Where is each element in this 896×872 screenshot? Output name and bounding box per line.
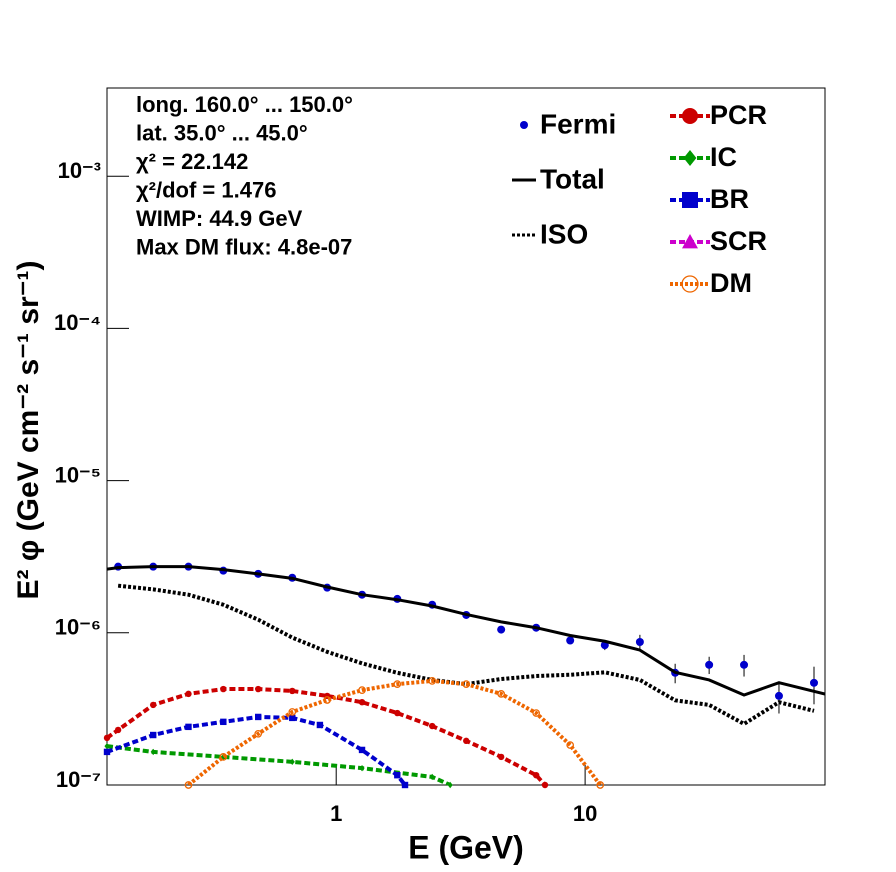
marker	[541, 781, 549, 789]
marker	[394, 771, 401, 779]
series-line	[107, 714, 407, 785]
marker	[150, 748, 156, 756]
marker	[428, 677, 437, 685]
marker	[740, 660, 749, 669]
marker	[289, 687, 296, 695]
marker	[185, 690, 192, 698]
marker	[185, 723, 192, 731]
marker	[520, 121, 528, 129]
annotation: WIMP: 44.9 GeV	[136, 206, 303, 231]
marker	[255, 713, 262, 721]
marker	[532, 709, 541, 717]
marker	[358, 698, 366, 706]
marker	[114, 726, 122, 734]
marker	[288, 708, 297, 716]
marker	[289, 758, 295, 766]
legend-label: PCR	[710, 100, 767, 130]
annotation: χ² = 22.142	[136, 149, 248, 174]
y-tick-label: 10⁻⁷	[56, 767, 101, 792]
marker	[497, 753, 505, 761]
marker	[220, 718, 227, 726]
x-tick-label: 1	[330, 801, 342, 826]
annotation: lat. 35.0° ... 45.0°	[136, 120, 308, 145]
marker	[596, 781, 605, 789]
marker	[184, 781, 193, 789]
marker	[681, 275, 699, 293]
marker	[462, 680, 471, 688]
marker	[810, 678, 819, 687]
y-tick-label: 10⁻⁴	[54, 310, 101, 335]
marker	[774, 691, 783, 700]
series-line	[107, 744, 451, 785]
y-tick-label: 10⁻³	[58, 158, 101, 183]
marker	[219, 753, 228, 761]
marker	[401, 781, 409, 789]
marker	[428, 722, 436, 730]
marker	[566, 636, 575, 645]
marker	[104, 742, 110, 750]
marker	[254, 729, 263, 738]
marker	[497, 690, 506, 698]
legend-label: IC	[710, 142, 737, 172]
legend-label: Fermi	[540, 108, 616, 139]
marker	[705, 660, 714, 669]
annotation: Max DM flux: 4.8e-07	[136, 234, 352, 259]
marker	[393, 680, 402, 688]
marker	[566, 741, 575, 749]
marker	[682, 108, 698, 124]
marker	[103, 748, 111, 756]
x-axis-label: E (GeV)	[408, 829, 524, 865]
y-tick-label: 10⁻⁶	[55, 615, 101, 640]
marker	[358, 686, 366, 694]
legend-label: SCR	[710, 226, 767, 256]
legend-label: DM	[710, 268, 752, 298]
marker	[150, 701, 157, 709]
marker	[358, 746, 366, 754]
legend-label: ISO	[540, 218, 588, 249]
marker	[316, 721, 324, 729]
marker	[497, 625, 506, 634]
series-line	[117, 583, 815, 727]
series-line	[107, 565, 825, 697]
y-tick-label: 10⁻⁵	[55, 462, 101, 487]
series-line	[107, 687, 547, 785]
marker	[635, 638, 644, 647]
marker	[323, 696, 332, 704]
marker	[429, 773, 435, 781]
marker	[682, 234, 698, 249]
plot-frame	[106, 87, 826, 786]
marker	[394, 709, 401, 717]
marker	[289, 714, 296, 722]
marker	[532, 771, 540, 779]
annotation: long. 160.0° ... 150.0°	[136, 92, 353, 117]
x-tick-label: 10	[573, 801, 597, 826]
marker	[255, 685, 262, 693]
y-axis-label: E² φ (GeV cm⁻² s⁻¹ sr⁻¹)	[12, 260, 45, 599]
annotation: χ²/dof = 1.476	[136, 177, 276, 202]
marker	[359, 764, 365, 772]
marker	[150, 731, 157, 739]
marker	[463, 737, 470, 745]
marker	[447, 781, 453, 789]
marker	[683, 150, 697, 166]
marker	[682, 192, 698, 208]
marker	[103, 734, 111, 742]
series-line	[187, 678, 602, 785]
legend-label: BR	[710, 184, 749, 214]
marker	[220, 685, 227, 693]
legend-label: Total	[540, 163, 605, 194]
